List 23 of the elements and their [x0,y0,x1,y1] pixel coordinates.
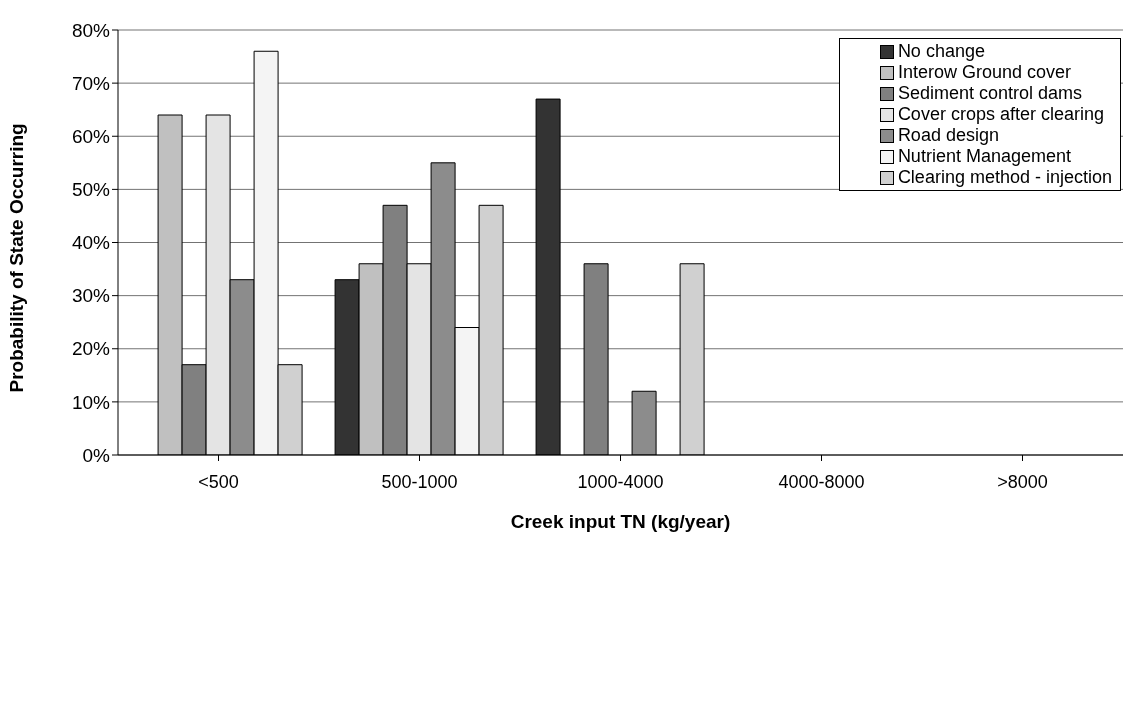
y-tick-label: 40% [71,232,111,254]
x-tick-label: 500-1000 [381,471,458,492]
legend-label: Clearing method - injection [897,167,1112,188]
y-tick-label: 70% [71,72,111,94]
x-tick-label: <500 [198,471,239,492]
y-tick-label: 30% [71,285,111,307]
y-tick-label: 80% [71,19,111,41]
legend-label: Cover crops after clearing [897,104,1104,125]
legend-label: Nutrient Management [897,146,1071,167]
x-tick-label: >8000 [997,471,1048,492]
y-tick-label: 50% [71,179,111,201]
legend-label: No change [897,41,985,62]
x-axis-title: Creek input TN (kg/year) [510,511,731,533]
x-tick-label: 4000-8000 [778,471,865,492]
y-tick-label: 0% [82,444,111,466]
y-tick-label: 60% [71,125,111,147]
y-tick-label: 10% [71,391,111,413]
y-tick-label: 20% [71,338,111,360]
legend-label: Road design [897,125,999,146]
legend-label: Interow Ground cover [897,62,1071,83]
x-tick-label: 1000-4000 [577,471,664,492]
y-axis-title: Probability of State Occurring [5,123,27,393]
legend-label: Sediment control dams [897,83,1082,104]
